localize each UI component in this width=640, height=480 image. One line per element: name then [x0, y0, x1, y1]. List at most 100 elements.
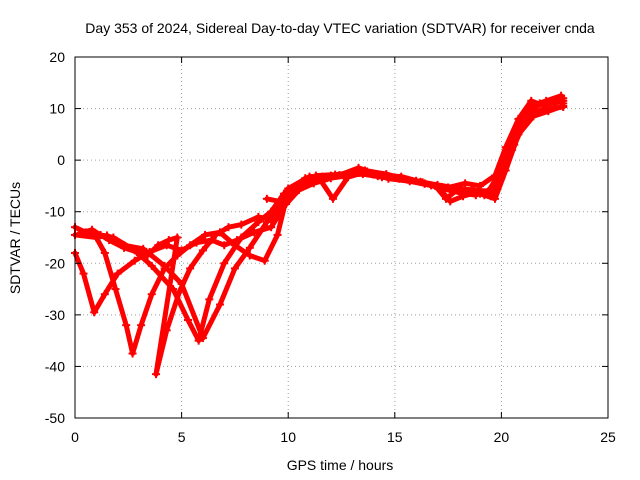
data-point: [288, 189, 297, 198]
data-point: [461, 179, 470, 188]
data-point: [557, 91, 566, 100]
data-point: [230, 264, 239, 273]
data-point: [224, 223, 233, 232]
data-point: [100, 248, 109, 257]
data-point: [211, 230, 220, 239]
y-tick-label: 0: [57, 152, 65, 168]
data-point: [245, 243, 254, 252]
y-tick-label: 20: [49, 49, 65, 65]
x-tick-label: 5: [178, 429, 186, 445]
data-point: [441, 194, 450, 203]
data-point: [552, 95, 561, 104]
y-tick-label: -40: [45, 358, 65, 374]
data-point: [137, 321, 146, 330]
data-point: [343, 173, 352, 182]
x-tick-label: 15: [387, 429, 403, 445]
data-point: [275, 197, 284, 206]
data-point: [540, 101, 549, 110]
data-point: [233, 236, 242, 245]
data-point: [120, 243, 129, 252]
data-point: [160, 264, 169, 273]
data-point: [267, 223, 276, 232]
plot-frame: [74, 56, 609, 419]
data-point: [198, 246, 207, 255]
data-point: [254, 212, 263, 221]
y-tick-label: 10: [49, 101, 65, 117]
data-point: [173, 233, 182, 242]
data-point: [384, 174, 393, 183]
x-tick-label: 0: [71, 429, 79, 445]
data-point: [273, 230, 282, 239]
data-point: [363, 167, 372, 176]
data-point: [501, 143, 510, 152]
data-point: [128, 349, 137, 358]
y-tick-label: -10: [45, 204, 65, 220]
y-tick-label: -30: [45, 307, 65, 323]
data-point: [316, 175, 325, 184]
data-point: [194, 336, 203, 345]
data-point: [122, 321, 131, 330]
data-point: [130, 256, 139, 265]
data-point: [152, 370, 161, 379]
x-tick-label: 20: [494, 429, 510, 445]
data-point: [328, 194, 337, 203]
data-point: [215, 300, 224, 309]
data-point: [220, 241, 229, 250]
data-point: [267, 215, 276, 224]
data-point: [531, 107, 540, 116]
data-point: [90, 308, 99, 317]
y-axis-label: SDTVAR / TECUs: [7, 182, 23, 294]
data-point: [250, 228, 259, 237]
data-point: [75, 229, 84, 238]
data-point: [446, 197, 455, 206]
data-point: [147, 290, 156, 299]
series-track-3: [71, 94, 568, 317]
data-point: [488, 184, 497, 193]
data-point: [491, 171, 500, 180]
series-line: [76, 93, 564, 377]
data-point: [164, 236, 173, 245]
data-point: [143, 251, 152, 260]
y-tick-label: -50: [45, 410, 65, 426]
x-tick-label: 10: [280, 429, 296, 445]
data-point: [113, 269, 122, 278]
axes: 0 5 10 15 20 25 -50 -40 -30 -20 -10 0 10 20: [45, 49, 616, 445]
data-point: [88, 225, 97, 234]
data-point: [456, 189, 465, 198]
data-point: [262, 194, 271, 203]
data-point: [237, 220, 246, 229]
data-point: [491, 194, 500, 203]
data-point: [301, 179, 310, 188]
data-point: [405, 177, 414, 186]
data-point: [147, 261, 156, 270]
series-track-6: [262, 95, 568, 206]
data-point: [100, 290, 109, 299]
data-point: [111, 285, 120, 294]
data-point: [471, 191, 480, 200]
data-point: [183, 316, 192, 325]
data-point: [527, 96, 536, 105]
data-point: [154, 241, 163, 250]
data-point: [245, 251, 254, 260]
data-point: [444, 183, 453, 192]
data-point: [79, 269, 88, 278]
series-track-5: [75, 91, 566, 379]
data-point: [230, 241, 239, 250]
data-point: [322, 174, 331, 183]
data-point: [260, 256, 269, 265]
data-point: [427, 181, 436, 190]
data-point: [220, 259, 229, 268]
y-tick-label: -20: [45, 255, 65, 271]
series-layer: [71, 91, 568, 379]
data-point: [186, 241, 195, 250]
data-point: [105, 236, 114, 245]
data-point: [486, 192, 495, 201]
chart-title: Day 353 of 2024, Sidereal Day-to-day VTE…: [85, 20, 595, 36]
data-point: [546, 104, 555, 113]
data-point: [476, 181, 485, 190]
data-point: [186, 264, 195, 273]
data-point: [514, 114, 523, 123]
data-point: [132, 247, 141, 256]
data-point: [559, 99, 568, 108]
data-point: [175, 287, 184, 296]
